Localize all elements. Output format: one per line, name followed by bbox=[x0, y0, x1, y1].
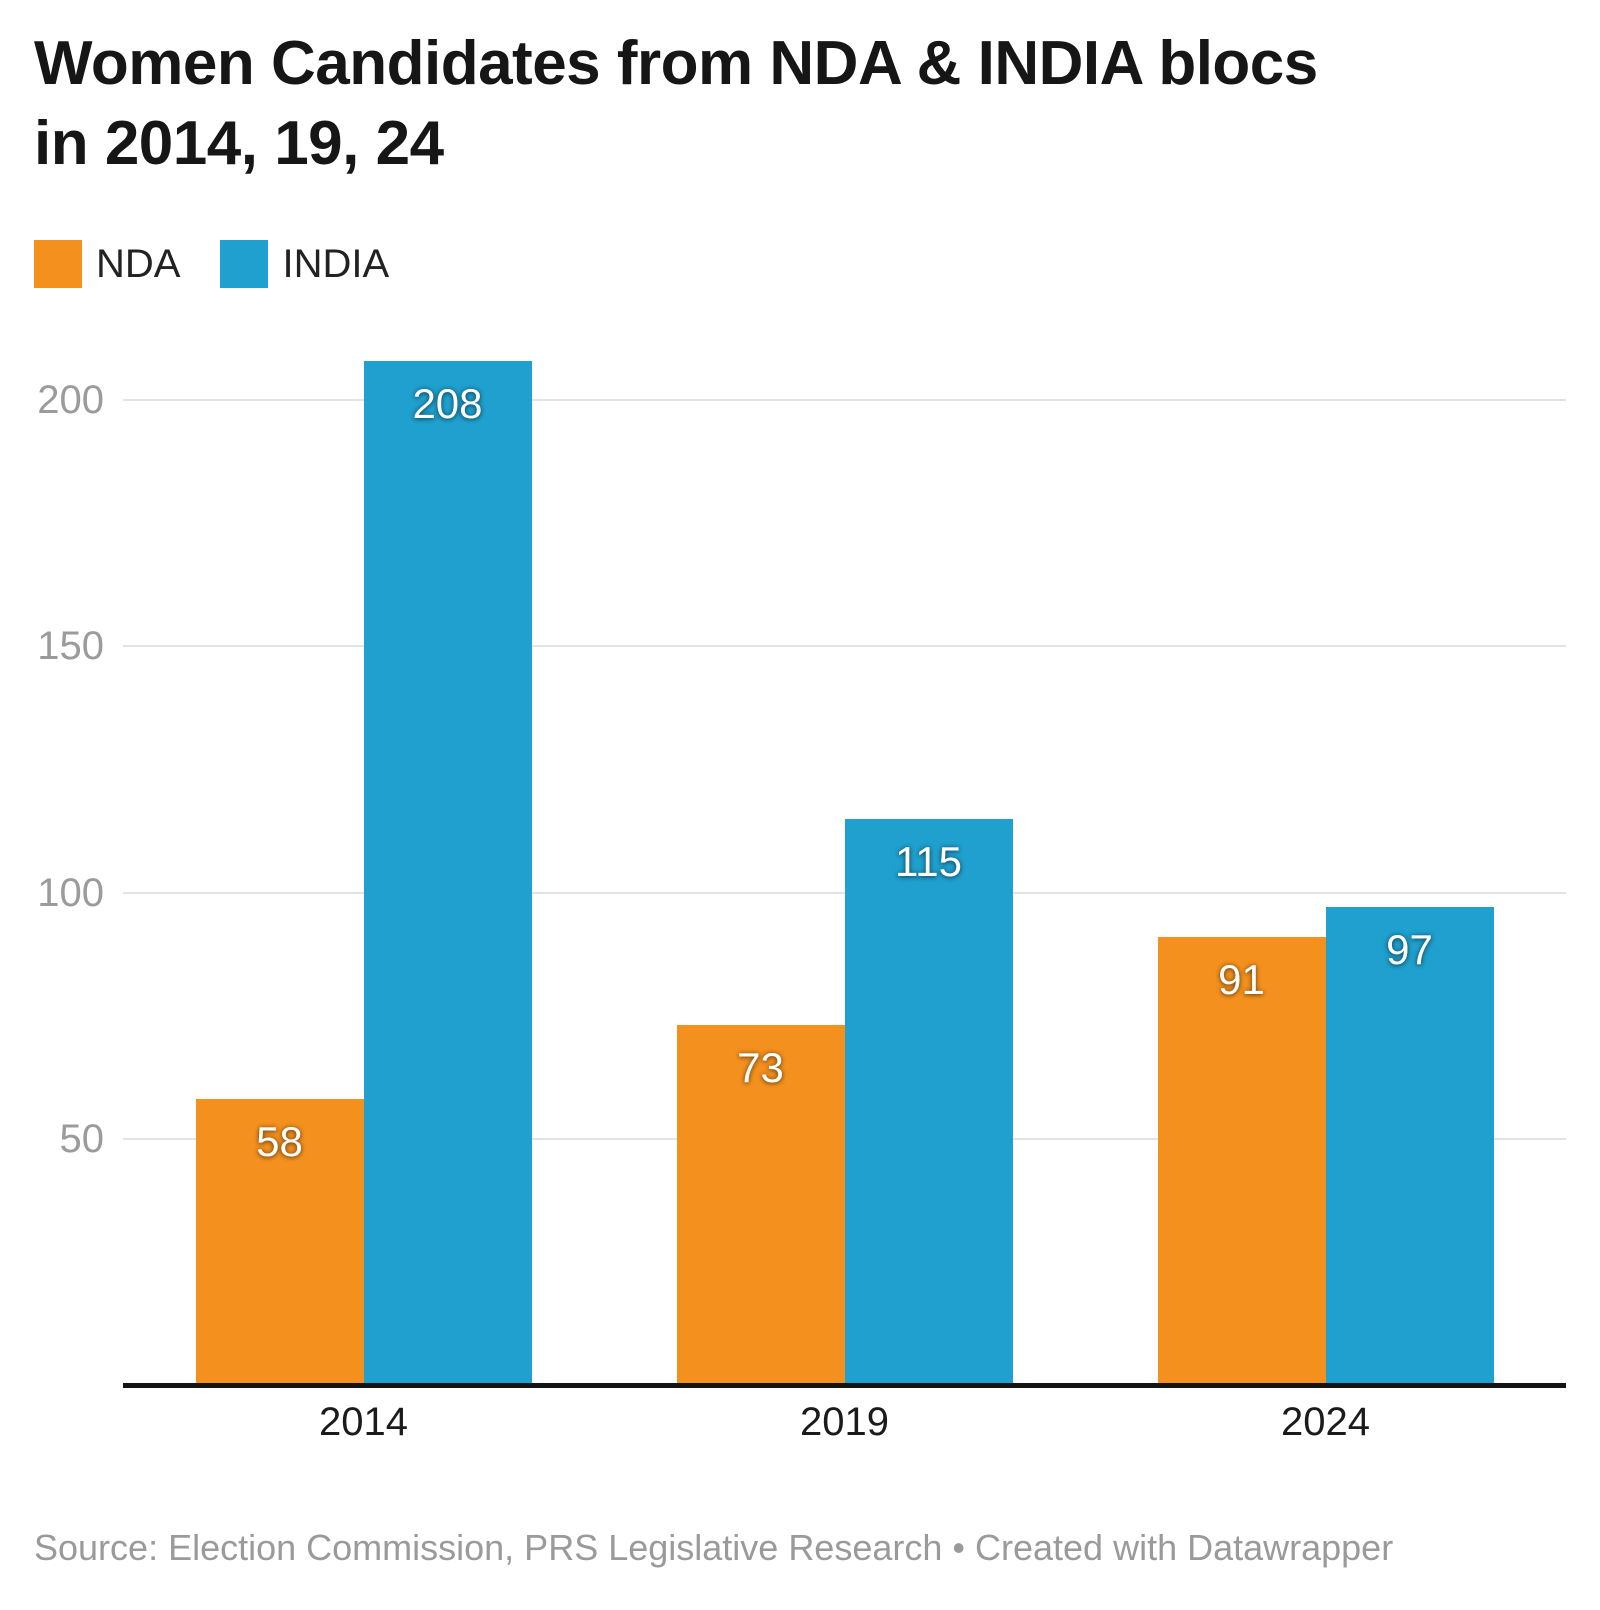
legend-label-nda: NDA bbox=[96, 242, 181, 286]
bar-value-india-2024: 97 bbox=[1386, 926, 1433, 973]
bar-india-2024 bbox=[1325, 907, 1494, 1385]
chart-title-line2: in 2014, 19, 24 bbox=[34, 109, 444, 178]
source-line: Source: Election Commission, PRS Legisla… bbox=[34, 1527, 1394, 1568]
bar-nda-2019 bbox=[676, 1025, 845, 1385]
bar-value-nda-2014: 58 bbox=[256, 1118, 303, 1165]
y-axis-label-150: 150 bbox=[37, 624, 104, 669]
chart-title-line1: Women Candidates from NDA & INDIA blocs bbox=[34, 29, 1318, 98]
x-axis-label-2014: 2014 bbox=[319, 1400, 408, 1444]
legend-swatch-nda bbox=[34, 240, 82, 288]
bar-value-india-2019: 115 bbox=[895, 838, 962, 885]
y-axis-label-50: 50 bbox=[59, 1116, 105, 1161]
bar-value-india-2014: 208 bbox=[412, 380, 483, 427]
x-axis-line bbox=[123, 1383, 1566, 1388]
gridline-200 bbox=[123, 399, 1566, 401]
x-axis-label-2024: 2024 bbox=[1281, 1400, 1370, 1444]
y-axis-label-200: 200 bbox=[37, 378, 104, 422]
bar-value-nda-2019: 73 bbox=[737, 1044, 784, 1091]
legend: NDA INDIA bbox=[34, 240, 389, 288]
legend-label-india: INDIA bbox=[282, 242, 390, 286]
bar-nda-2024 bbox=[1157, 937, 1326, 1385]
legend-item-india: INDIA bbox=[220, 240, 389, 288]
legend-item-nda: NDA bbox=[34, 240, 180, 288]
chart-title: Women Candidates from NDA & INDIA blocs … bbox=[34, 24, 1560, 184]
x-axis-label-2019: 2019 bbox=[800, 1400, 889, 1444]
legend-swatch-india bbox=[220, 240, 269, 288]
gridline-150 bbox=[123, 645, 1566, 648]
bar-india-2019 bbox=[844, 819, 1013, 1385]
bar-value-nda-2024: 91 bbox=[1218, 956, 1265, 1003]
bar-india-2014 bbox=[363, 361, 532, 1385]
bar-nda-2014 bbox=[195, 1099, 364, 1385]
y-axis-label-100: 100 bbox=[37, 870, 104, 915]
